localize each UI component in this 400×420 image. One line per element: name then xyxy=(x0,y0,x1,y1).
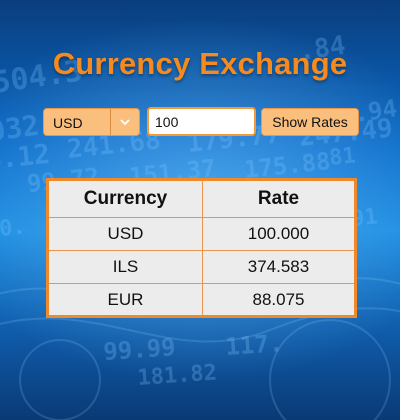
svg-text:181.82: 181.82 xyxy=(137,361,218,391)
table-header-row: Currency Rate xyxy=(47,179,356,218)
svg-text:932: 932 xyxy=(0,109,41,149)
amount-input[interactable] xyxy=(147,107,256,136)
currency-cell: USD xyxy=(47,217,203,251)
currency-select[interactable]: USD xyxy=(43,108,140,136)
currency-cell: EUR xyxy=(47,283,203,317)
page-title: Currency Exchange xyxy=(52,46,348,81)
svg-text:99.99: 99.99 xyxy=(102,333,176,366)
rates-table: Currency Rate USD 100.000 ILS 374.583 EU… xyxy=(46,178,357,318)
rate-cell: 88.075 xyxy=(202,283,356,317)
table-row: USD 100.000 xyxy=(47,217,356,251)
rate-cell: 374.583 xyxy=(202,250,356,284)
chevron-down-icon xyxy=(120,119,130,126)
svg-text:117.: 117. xyxy=(224,329,284,361)
svg-text:.94: .94 xyxy=(352,94,399,128)
svg-text:4.12: 4.12 xyxy=(0,139,51,177)
show-rates-button[interactable]: Show Rates xyxy=(261,108,359,136)
column-header-rate: Rate xyxy=(202,179,356,218)
currency-cell: ILS xyxy=(47,250,203,284)
svg-text:.84: .84 xyxy=(297,31,348,67)
svg-text:0.: 0. xyxy=(0,214,27,242)
column-header-currency: Currency xyxy=(47,179,203,218)
rate-cell: 100.000 xyxy=(202,217,356,251)
table-row: EUR 88.075 xyxy=(47,283,356,317)
currency-select-value: USD xyxy=(53,115,83,131)
svg-text:81: 81 xyxy=(328,143,357,171)
table-row: ILS 374.583 xyxy=(47,250,356,284)
dropdown-button[interactable] xyxy=(110,109,139,135)
